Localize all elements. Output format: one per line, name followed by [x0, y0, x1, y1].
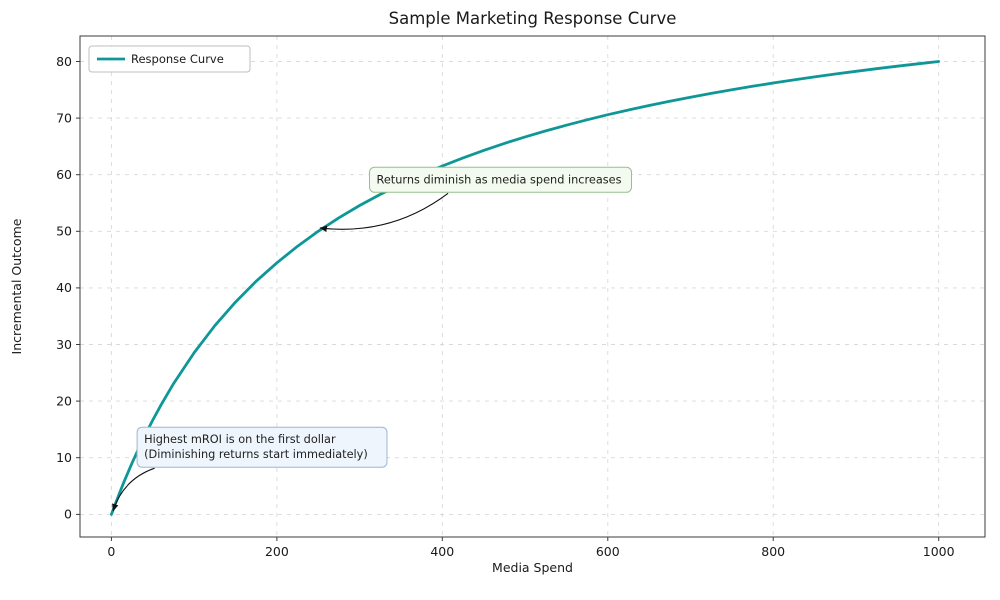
plot-frame	[79, 35, 986, 538]
y-tick-label: 0	[64, 507, 72, 522]
annotation-text: Highest mROI is on the first dollar	[144, 433, 336, 446]
y-tick-label: 20	[56, 393, 72, 408]
x-tick-label: 800	[761, 544, 785, 559]
annotation-box	[136, 426, 388, 468]
annotation-diminishing-returns-note: Returns diminish as media spend increase…	[319, 166, 632, 232]
x-tick-label: 1000	[923, 544, 955, 559]
chart-title: Sample Marketing Response Curve	[389, 9, 677, 28]
annotation-arrow	[112, 467, 155, 512]
annotation-text: (Diminishing returns start immediately)	[144, 448, 368, 461]
legend-label: Response Curve	[131, 52, 224, 66]
y-tick-label: 30	[56, 337, 72, 352]
annotation-box	[369, 166, 632, 193]
annotation-arrow	[319, 192, 449, 232]
y-tick-label: 10	[56, 450, 72, 465]
annotation-first-dollar-note: Highest mROI is on the first dollar (Dimi…	[112, 426, 388, 512]
x-tick-label: 600	[596, 544, 620, 559]
y-tick-label: 40	[56, 280, 72, 295]
x-axis-label: Media Spend	[492, 560, 573, 575]
response-curve-line	[110, 60, 941, 516]
y-tick-label: 50	[56, 224, 72, 239]
x-tick-label: 0	[107, 544, 115, 559]
x-tick-label: 400	[430, 544, 454, 559]
x-tick-label: 200	[265, 544, 289, 559]
y-axis-label: Incremental Outcome	[9, 218, 24, 354]
annotation-text: Returns diminish as media spend increase…	[377, 173, 622, 186]
legend-box	[88, 45, 251, 73]
y-tick-label: 70	[56, 110, 72, 125]
y-tick-label: 80	[56, 54, 72, 69]
legend: Response Curve	[88, 45, 251, 73]
y-tick-label: 60	[56, 167, 72, 182]
axis-ticks: 0 200 400 600 800 1000 0 10 20 30 40 50 60 70 80	[56, 54, 955, 559]
